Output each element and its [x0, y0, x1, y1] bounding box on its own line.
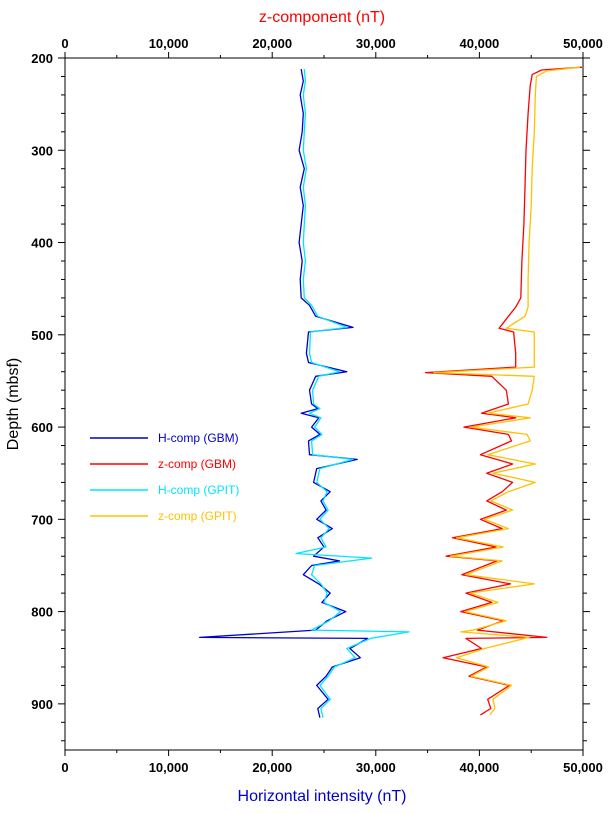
series-line-4 [433, 66, 580, 716]
plot-frame [64, 57, 584, 751]
x-top-tick-label: 30,000 [356, 36, 396, 51]
legend-label: z-comp (GBM) [158, 457, 236, 471]
legend: H-comp (GBM) z-comp (GBM) H-comp (GPIT) z-c… [90, 431, 239, 523]
y-tick-label: 700 [31, 512, 53, 527]
top-axis-title: z-component (nT) [259, 9, 385, 26]
bottom-axis-title: Horizontal intensity (nT) [238, 788, 407, 805]
y-axis-title: Depth (mbsf) [5, 358, 22, 450]
y-tick-label: 800 [31, 605, 53, 620]
x-top-tick-label: 10,000 [149, 36, 189, 51]
plot-area [64, 57, 584, 751]
x-top-tick-label: 0 [61, 36, 68, 51]
x-bottom-tick-label: 40,000 [460, 760, 500, 775]
y-tick-label: 300 [31, 143, 53, 158]
x-bottom-tick-label: 20,000 [252, 760, 292, 775]
x-bottom-tick-label: 0 [61, 760, 68, 775]
series-layer [199, 66, 583, 718]
y-tick-label: 600 [31, 420, 53, 435]
y-tick-label: 900 [31, 697, 53, 712]
ticks-layer [58, 52, 590, 756]
x-bottom-tick-label: 50,000 [563, 760, 603, 775]
y-tick-label: 500 [31, 328, 53, 343]
legend-label: z-comp (GPIT) [158, 509, 237, 523]
series-line-1 [199, 68, 369, 718]
y-tick-label: 200 [31, 51, 53, 66]
legend-label: H-comp (GBM) [158, 431, 239, 445]
x-top-tick-label: 40,000 [460, 36, 500, 51]
series-line-2 [424, 66, 583, 716]
x-bottom-tick-label: 10,000 [149, 760, 189, 775]
series-line-3 [295, 69, 410, 718]
x-bottom-tick-label: 30,000 [356, 760, 396, 775]
x-top-tick-label: 20,000 [252, 36, 292, 51]
legend-label: H-comp (GPIT) [158, 483, 239, 497]
x-top-tick-label: 50,000 [563, 36, 603, 51]
labels-layer: 0 0 10,000 10,000 20,000 20,000 30,000 30,000 40… [31, 36, 603, 775]
y-tick-label: 400 [31, 236, 53, 251]
